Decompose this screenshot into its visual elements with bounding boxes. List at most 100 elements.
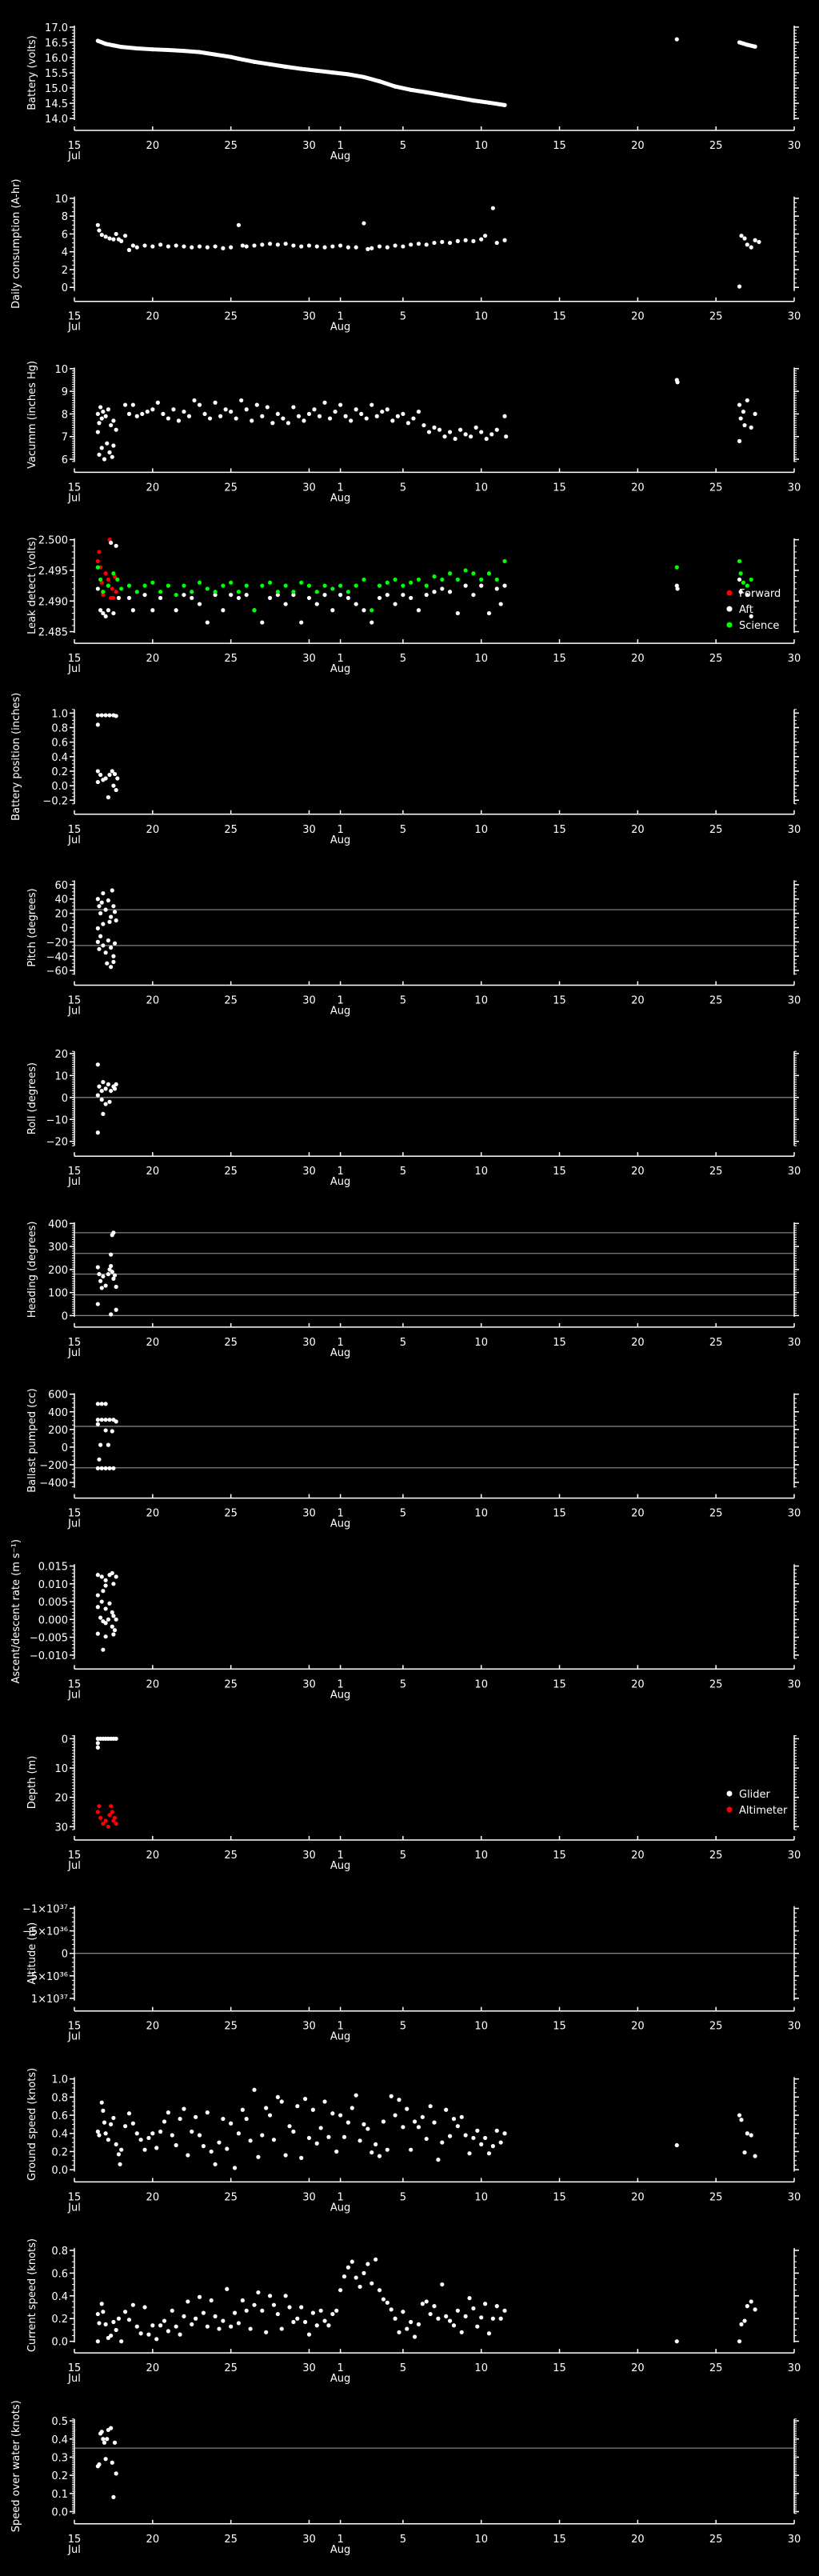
- data-point: [362, 577, 366, 582]
- x-tick-label: 30: [302, 1337, 316, 1349]
- data-point: [236, 2321, 242, 2326]
- x-tick-label: 15: [68, 2021, 82, 2033]
- data-point: [166, 416, 170, 421]
- data-point: [338, 2113, 343, 2118]
- data-point: [110, 1624, 114, 1629]
- data-point: [338, 2288, 343, 2293]
- data-point: [182, 583, 186, 588]
- data-point: [170, 2133, 174, 2138]
- data-point: [95, 1745, 100, 1750]
- data-point: [111, 1582, 116, 1586]
- data-point: [190, 590, 194, 594]
- x-tick-label: 20: [146, 995, 160, 1007]
- data-point: [737, 2339, 742, 2344]
- data-point: [447, 430, 453, 434]
- data-point: [112, 1086, 118, 1091]
- x-tick-label: 20: [631, 1508, 645, 1520]
- x-month-label: Aug: [330, 492, 350, 504]
- data-point: [377, 244, 382, 249]
- data-point: [267, 2113, 273, 2118]
- data-point: [205, 620, 210, 625]
- data-point: [101, 1822, 106, 1826]
- legend-label: Glider: [739, 1789, 771, 1801]
- data-point: [385, 245, 390, 250]
- x-month-label: Aug: [330, 2031, 350, 2043]
- data-point: [502, 414, 507, 418]
- x-tick-label: 15: [553, 653, 566, 665]
- data-point: [432, 574, 437, 579]
- series-science: [95, 558, 753, 613]
- data-point: [260, 242, 265, 247]
- data-point: [447, 2318, 453, 2323]
- data-point: [103, 1402, 108, 1406]
- data-point: [99, 1466, 104, 1470]
- data-point: [385, 2147, 390, 2152]
- data-point: [182, 244, 186, 249]
- data-point: [409, 87, 413, 92]
- y-tick-label: 0.1: [51, 2489, 68, 2501]
- data-point: [103, 950, 108, 955]
- x-tick-label: 25: [709, 2362, 723, 2374]
- data-point: [95, 722, 100, 727]
- x-tick-label: 25: [709, 1678, 723, 1690]
- y-tick-label: 20: [54, 1793, 68, 1805]
- data-point: [322, 592, 327, 598]
- x-tick-label: 25: [709, 140, 723, 152]
- x-tick-label: 5: [400, 1166, 406, 1178]
- data-point: [98, 1442, 103, 1447]
- legend: Glider Altimeter: [726, 1789, 788, 1817]
- data-point: [260, 583, 265, 588]
- y-tick-label: 0.8: [51, 2092, 68, 2104]
- x-month-label: Aug: [330, 1518, 350, 1530]
- data-point: [111, 418, 116, 423]
- x-tick-label: 20: [631, 995, 645, 1007]
- y-tick-label: 0: [62, 1734, 68, 1746]
- y-tick-label: 2: [62, 265, 68, 277]
- data-point: [101, 592, 106, 598]
- x-tick-label: 1: [337, 653, 343, 665]
- data-point: [753, 44, 757, 49]
- data-point: [675, 586, 680, 591]
- data-point: [447, 590, 453, 594]
- y-tick-label: 200: [48, 1265, 68, 1277]
- x-tick-label: 5: [400, 311, 406, 323]
- data-point: [109, 1088, 114, 1094]
- data-point: [254, 402, 259, 407]
- data-point: [134, 414, 139, 418]
- data-point: [299, 580, 304, 585]
- data-point: [122, 2124, 128, 2129]
- data-point: [166, 244, 170, 249]
- data-point: [95, 1631, 100, 1636]
- data-point: [99, 900, 104, 905]
- x-tick-label: 30: [788, 1337, 801, 1349]
- x-tick-label: 10: [474, 653, 488, 665]
- x-month-label: Jul: [67, 1176, 81, 1188]
- data-point: [312, 407, 317, 412]
- data-point: [101, 2108, 106, 2113]
- x-tick-label: 30: [788, 140, 801, 152]
- data-point: [114, 2142, 118, 2146]
- x-tick-label: 20: [631, 1850, 645, 1862]
- data-point: [749, 2133, 753, 2138]
- x-month-label: Aug: [330, 150, 350, 162]
- data-point: [95, 1402, 100, 1406]
- data-point: [314, 602, 319, 606]
- data-point: [105, 2437, 110, 2442]
- x-tick-label: 10: [474, 1166, 488, 1178]
- data-point: [97, 2321, 102, 2326]
- series-1: [95, 1570, 118, 1652]
- y-tick-label: 15.5: [45, 68, 68, 80]
- data-point: [101, 610, 106, 616]
- legend-label: Science: [739, 620, 779, 632]
- x-tick-label: 25: [224, 653, 238, 665]
- data-point: [479, 577, 484, 582]
- data-point: [286, 421, 290, 426]
- series-1: [95, 2426, 118, 2499]
- x-tick-label: 25: [224, 140, 238, 152]
- y-tick-label: 10: [54, 364, 68, 376]
- data-point: [111, 783, 116, 788]
- data-point: [302, 2319, 308, 2325]
- data-point: [494, 427, 499, 432]
- data-point: [486, 2151, 492, 2156]
- data-point: [101, 943, 106, 948]
